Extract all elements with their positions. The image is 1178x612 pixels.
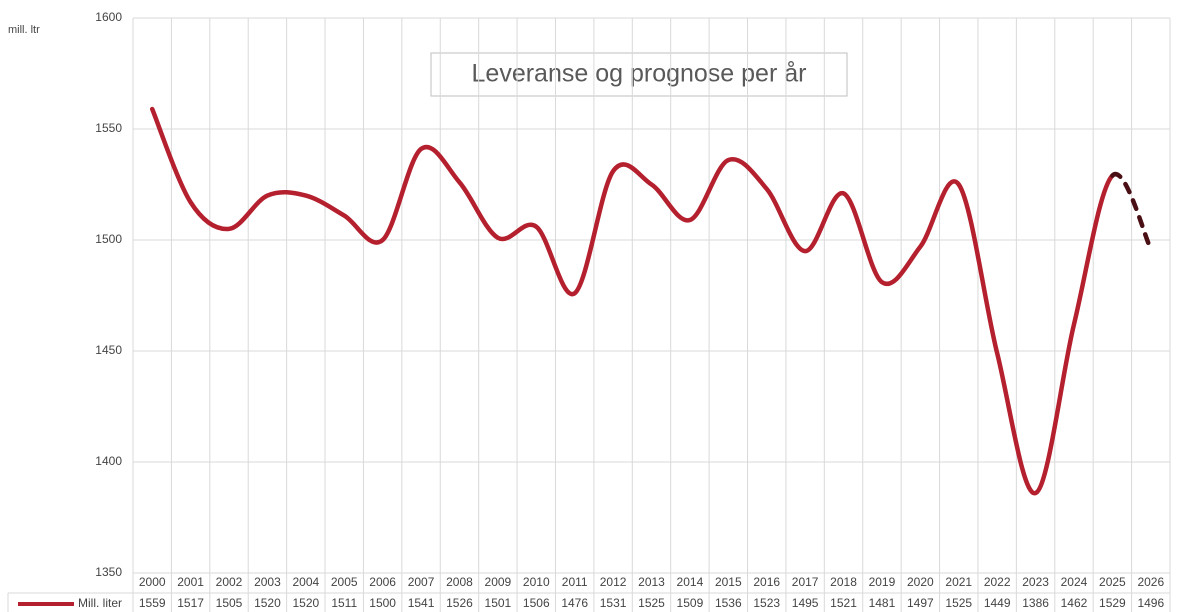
- x-tick-label: 2026: [1137, 575, 1164, 589]
- legend-label: Mill. liter: [78, 596, 122, 610]
- x-tick-label: 2020: [907, 575, 934, 589]
- x-tick-label: 2011: [562, 575, 588, 589]
- table-value: 1449: [984, 596, 1011, 610]
- table-value: 1559: [139, 596, 166, 610]
- table-value: 1520: [254, 596, 281, 610]
- x-tick-label: 2023: [1022, 575, 1049, 589]
- x-tick-label: 2018: [830, 575, 857, 589]
- series-line: [149, 106, 1115, 496]
- table-value: 1525: [638, 596, 665, 610]
- x-tick-label: 2000: [139, 575, 166, 589]
- table-value: 1506: [523, 596, 550, 610]
- table-value: 1523: [753, 596, 780, 610]
- table-value: 1462: [1061, 596, 1088, 610]
- y-tick-label: 1450: [95, 343, 122, 357]
- x-tick-label: 2025: [1099, 575, 1126, 589]
- table-value: 1525: [945, 596, 972, 610]
- x-tick-label: 2012: [600, 575, 627, 589]
- x-tick-label: 2021: [945, 575, 972, 589]
- table-value: 1531: [600, 596, 627, 610]
- title-box: [430, 52, 848, 97]
- table-value: 1497: [907, 596, 934, 610]
- x-tick-label: 2004: [292, 575, 319, 589]
- table-value: 1536: [715, 596, 742, 610]
- x-tick-label: 2019: [869, 575, 896, 589]
- x-tick-label: 2010: [523, 575, 550, 589]
- table-value: 1500: [369, 596, 396, 610]
- table-value: 1517: [177, 596, 204, 610]
- y-tick-label: 1500: [95, 232, 122, 246]
- y-tick-label: 1400: [95, 454, 122, 468]
- x-tick-label: 2015: [715, 575, 742, 589]
- x-tick-label: 2007: [408, 575, 435, 589]
- x-tick-label: 2008: [446, 575, 473, 589]
- y-tick-label: 1600: [95, 10, 122, 24]
- table-value: 1386: [1022, 596, 1049, 610]
- table-value: 1520: [292, 596, 319, 610]
- table-value: 1526: [446, 596, 473, 610]
- x-tick-label: 2002: [216, 575, 243, 589]
- forecast-line: [1110, 171, 1154, 252]
- table-value: 1511: [331, 596, 357, 610]
- y-axis-label: mill. ltr: [8, 24, 40, 36]
- table-value: 1476: [561, 596, 588, 610]
- table-value: 1529: [1099, 596, 1126, 610]
- y-tick-label: 1350: [95, 565, 122, 579]
- x-tick-label: 2006: [369, 575, 396, 589]
- table-value: 1481: [869, 596, 896, 610]
- table-value: 1496: [1137, 596, 1164, 610]
- table-value: 1501: [485, 596, 512, 610]
- table-value: 1495: [792, 596, 819, 610]
- x-tick-label: 2024: [1061, 575, 1088, 589]
- x-tick-label: 2022: [984, 575, 1011, 589]
- x-tick-label: 2016: [753, 575, 780, 589]
- chart-title: Leveranse og prognose per år: [472, 60, 807, 88]
- x-tick-label: 2017: [792, 575, 819, 589]
- x-tick-label: 2014: [677, 575, 704, 589]
- x-tick-label: 2003: [254, 575, 281, 589]
- table-value: 1521: [830, 596, 857, 610]
- y-tick-label: 1550: [95, 121, 122, 135]
- x-tick-label: 2013: [638, 575, 665, 589]
- table-value: 1509: [677, 596, 704, 610]
- x-tick-label: 2001: [177, 575, 204, 589]
- table-value: 1541: [408, 596, 435, 610]
- x-tick-label: 2009: [485, 575, 512, 589]
- x-tick-label: 2005: [331, 575, 358, 589]
- table-value: 1505: [216, 596, 243, 610]
